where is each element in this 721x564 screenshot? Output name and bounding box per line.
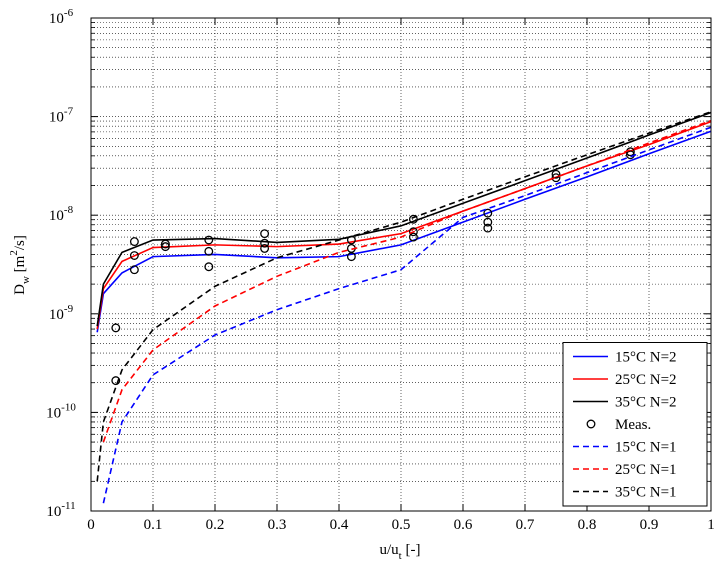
legend-label: 15°C N=1 (615, 440, 677, 456)
series-line (102, 119, 711, 443)
x-tick-label: 1 (707, 517, 715, 533)
y-axis-label: Dw​ [m2​/s] (8, 235, 32, 295)
measurement-point (408, 227, 418, 237)
measurement-point (260, 229, 270, 239)
x-tick-label: 0.7 (516, 517, 535, 533)
measurement-point (483, 223, 493, 233)
legend-marker (586, 419, 596, 429)
measurement-point (483, 217, 493, 227)
measurement-point (346, 235, 356, 245)
legend-label: 35°C N=2 (615, 395, 677, 411)
x-tick-label: 0.9 (640, 517, 659, 533)
x-tick-label: 0.4 (330, 517, 349, 533)
measurement-point (111, 376, 121, 386)
measurement-point (129, 251, 139, 260)
x-tick-label: 0.5 (392, 517, 411, 533)
series-line (102, 126, 711, 504)
legend-label: 25°C N=1 (615, 462, 677, 478)
y-tick-label: 10-7​ (49, 106, 74, 126)
measurement-point (204, 235, 214, 245)
measurement-point (346, 252, 356, 262)
measurement-point (160, 242, 170, 252)
measurement-point (204, 246, 214, 256)
measurement-point (111, 323, 121, 333)
x-axis-label: u/ut​ [-] (380, 542, 421, 562)
legend-label: 25°C N=2 (615, 372, 677, 388)
y-tick-label: 10-8​ (49, 204, 74, 224)
measurement-point (408, 214, 418, 224)
measurement-point (483, 208, 493, 218)
x-tick-label: 0.8 (578, 517, 597, 533)
measurement-point (129, 265, 139, 275)
measurement-point (129, 237, 139, 247)
legend-label: 35°C N=1 (615, 485, 677, 501)
y-tick-label: 10-9​ (49, 303, 74, 323)
series-line (96, 110, 711, 482)
measurement-point (160, 239, 170, 249)
y-tick-label: 10-10​ (46, 401, 76, 421)
legend-label: Meas. (615, 417, 651, 433)
x-tick-label: 0.1 (144, 517, 163, 533)
x-tick-label: 0 (87, 517, 95, 533)
measurement-point (260, 238, 270, 248)
legend-label: 15°C N=2 (615, 350, 677, 366)
measurement-point (260, 244, 270, 253)
y-tick-label: 10-11​ (46, 500, 75, 520)
measurement-point (408, 232, 418, 242)
measurement-point (551, 169, 561, 179)
measurement-point (204, 262, 214, 272)
x-tick-label: 0.2 (206, 517, 225, 533)
x-tick-label: 0.6 (454, 517, 473, 533)
plot-frame (90, 17, 712, 512)
x-tick-label: 0.3 (268, 517, 287, 533)
y-tick-label: 10-6​ (49, 7, 74, 27)
measurement-point (551, 173, 561, 183)
series-line (96, 130, 711, 333)
